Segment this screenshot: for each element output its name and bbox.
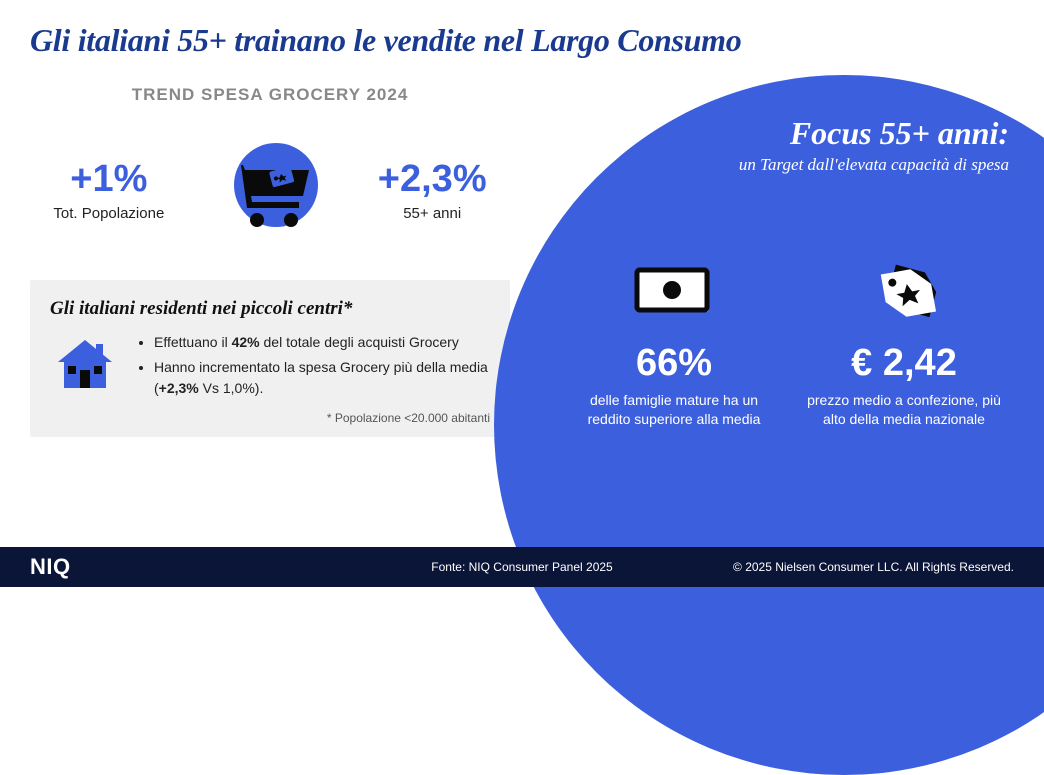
trend-stat-55plus: +2,3% 55+ anni	[378, 158, 487, 222]
left-panel: TREND SPESA GROCERY 2024 +1% Tot. Popola…	[30, 85, 510, 437]
bullet-2: Hanno incrementato la spesa Grocery più …	[154, 357, 490, 399]
footer-source: Fonte: NIQ Consumer Panel 2025	[431, 560, 612, 574]
page-title: Gli italiani 55+ trainano le vendite nel…	[30, 22, 741, 59]
house-icon	[50, 334, 120, 399]
footer-logo: NIQ	[30, 554, 71, 580]
small-centers-title: Gli italiani residenti nei piccoli centr…	[50, 298, 490, 320]
small-centers-body: Effettuano il 42% del totale degli acqui…	[50, 332, 490, 403]
focus-stats-row: 66% delle famiglie mature ha un reddito …	[574, 250, 1004, 429]
trend-stat-55plus-label: 55+ anni	[378, 205, 487, 222]
price-tag-icon	[804, 250, 1004, 330]
bullet-1: Effettuano il 42% del totale degli acqui…	[154, 332, 490, 353]
trend-stats-row: +1% Tot. Popolazione +2,3%	[30, 130, 510, 250]
focus-stat-price: € 2,42 prezzo medio a confezione, più al…	[804, 250, 1004, 429]
focus-title: Focus 55+ anni:	[589, 115, 1009, 152]
focus-subtitle: un Target dall'elevata capacità di spesa	[589, 154, 1009, 175]
trend-stat-total: +1% Tot. Popolazione	[53, 158, 164, 222]
focus-stat-price-label: prezzo medio a confezione, più alto dell…	[804, 391, 1004, 429]
footer: NIQ Fonte: NIQ Consumer Panel 2025 © 202…	[0, 547, 1044, 587]
banknote-icon	[574, 250, 774, 330]
trend-stat-total-label: Tot. Popolazione	[53, 205, 164, 222]
trend-heading: TREND SPESA GROCERY 2024	[30, 85, 510, 105]
focus-stat-income-label: delle famiglie mature ha un reddito supe…	[574, 391, 774, 429]
focus-stat-price-value: € 2,42	[804, 342, 1004, 385]
focus-header: Focus 55+ anni: un Target dall'elevata c…	[589, 115, 1009, 175]
trend-stat-55plus-value: +2,3%	[378, 158, 487, 201]
focus-stat-income-value: 66%	[574, 342, 774, 385]
cart-icon	[211, 130, 331, 250]
small-centers-note: * Popolazione <20.000 abitanti	[50, 411, 490, 425]
footer-copyright: © 2025 Nielsen Consumer LLC. All Rights …	[733, 560, 1014, 574]
small-centers-box: Gli italiani residenti nei piccoli centr…	[30, 280, 510, 437]
focus-stat-income: 66% delle famiglie mature ha un reddito …	[574, 250, 774, 429]
trend-stat-total-value: +1%	[53, 158, 164, 201]
small-centers-bullets: Effettuano il 42% del totale degli acqui…	[138, 332, 490, 403]
